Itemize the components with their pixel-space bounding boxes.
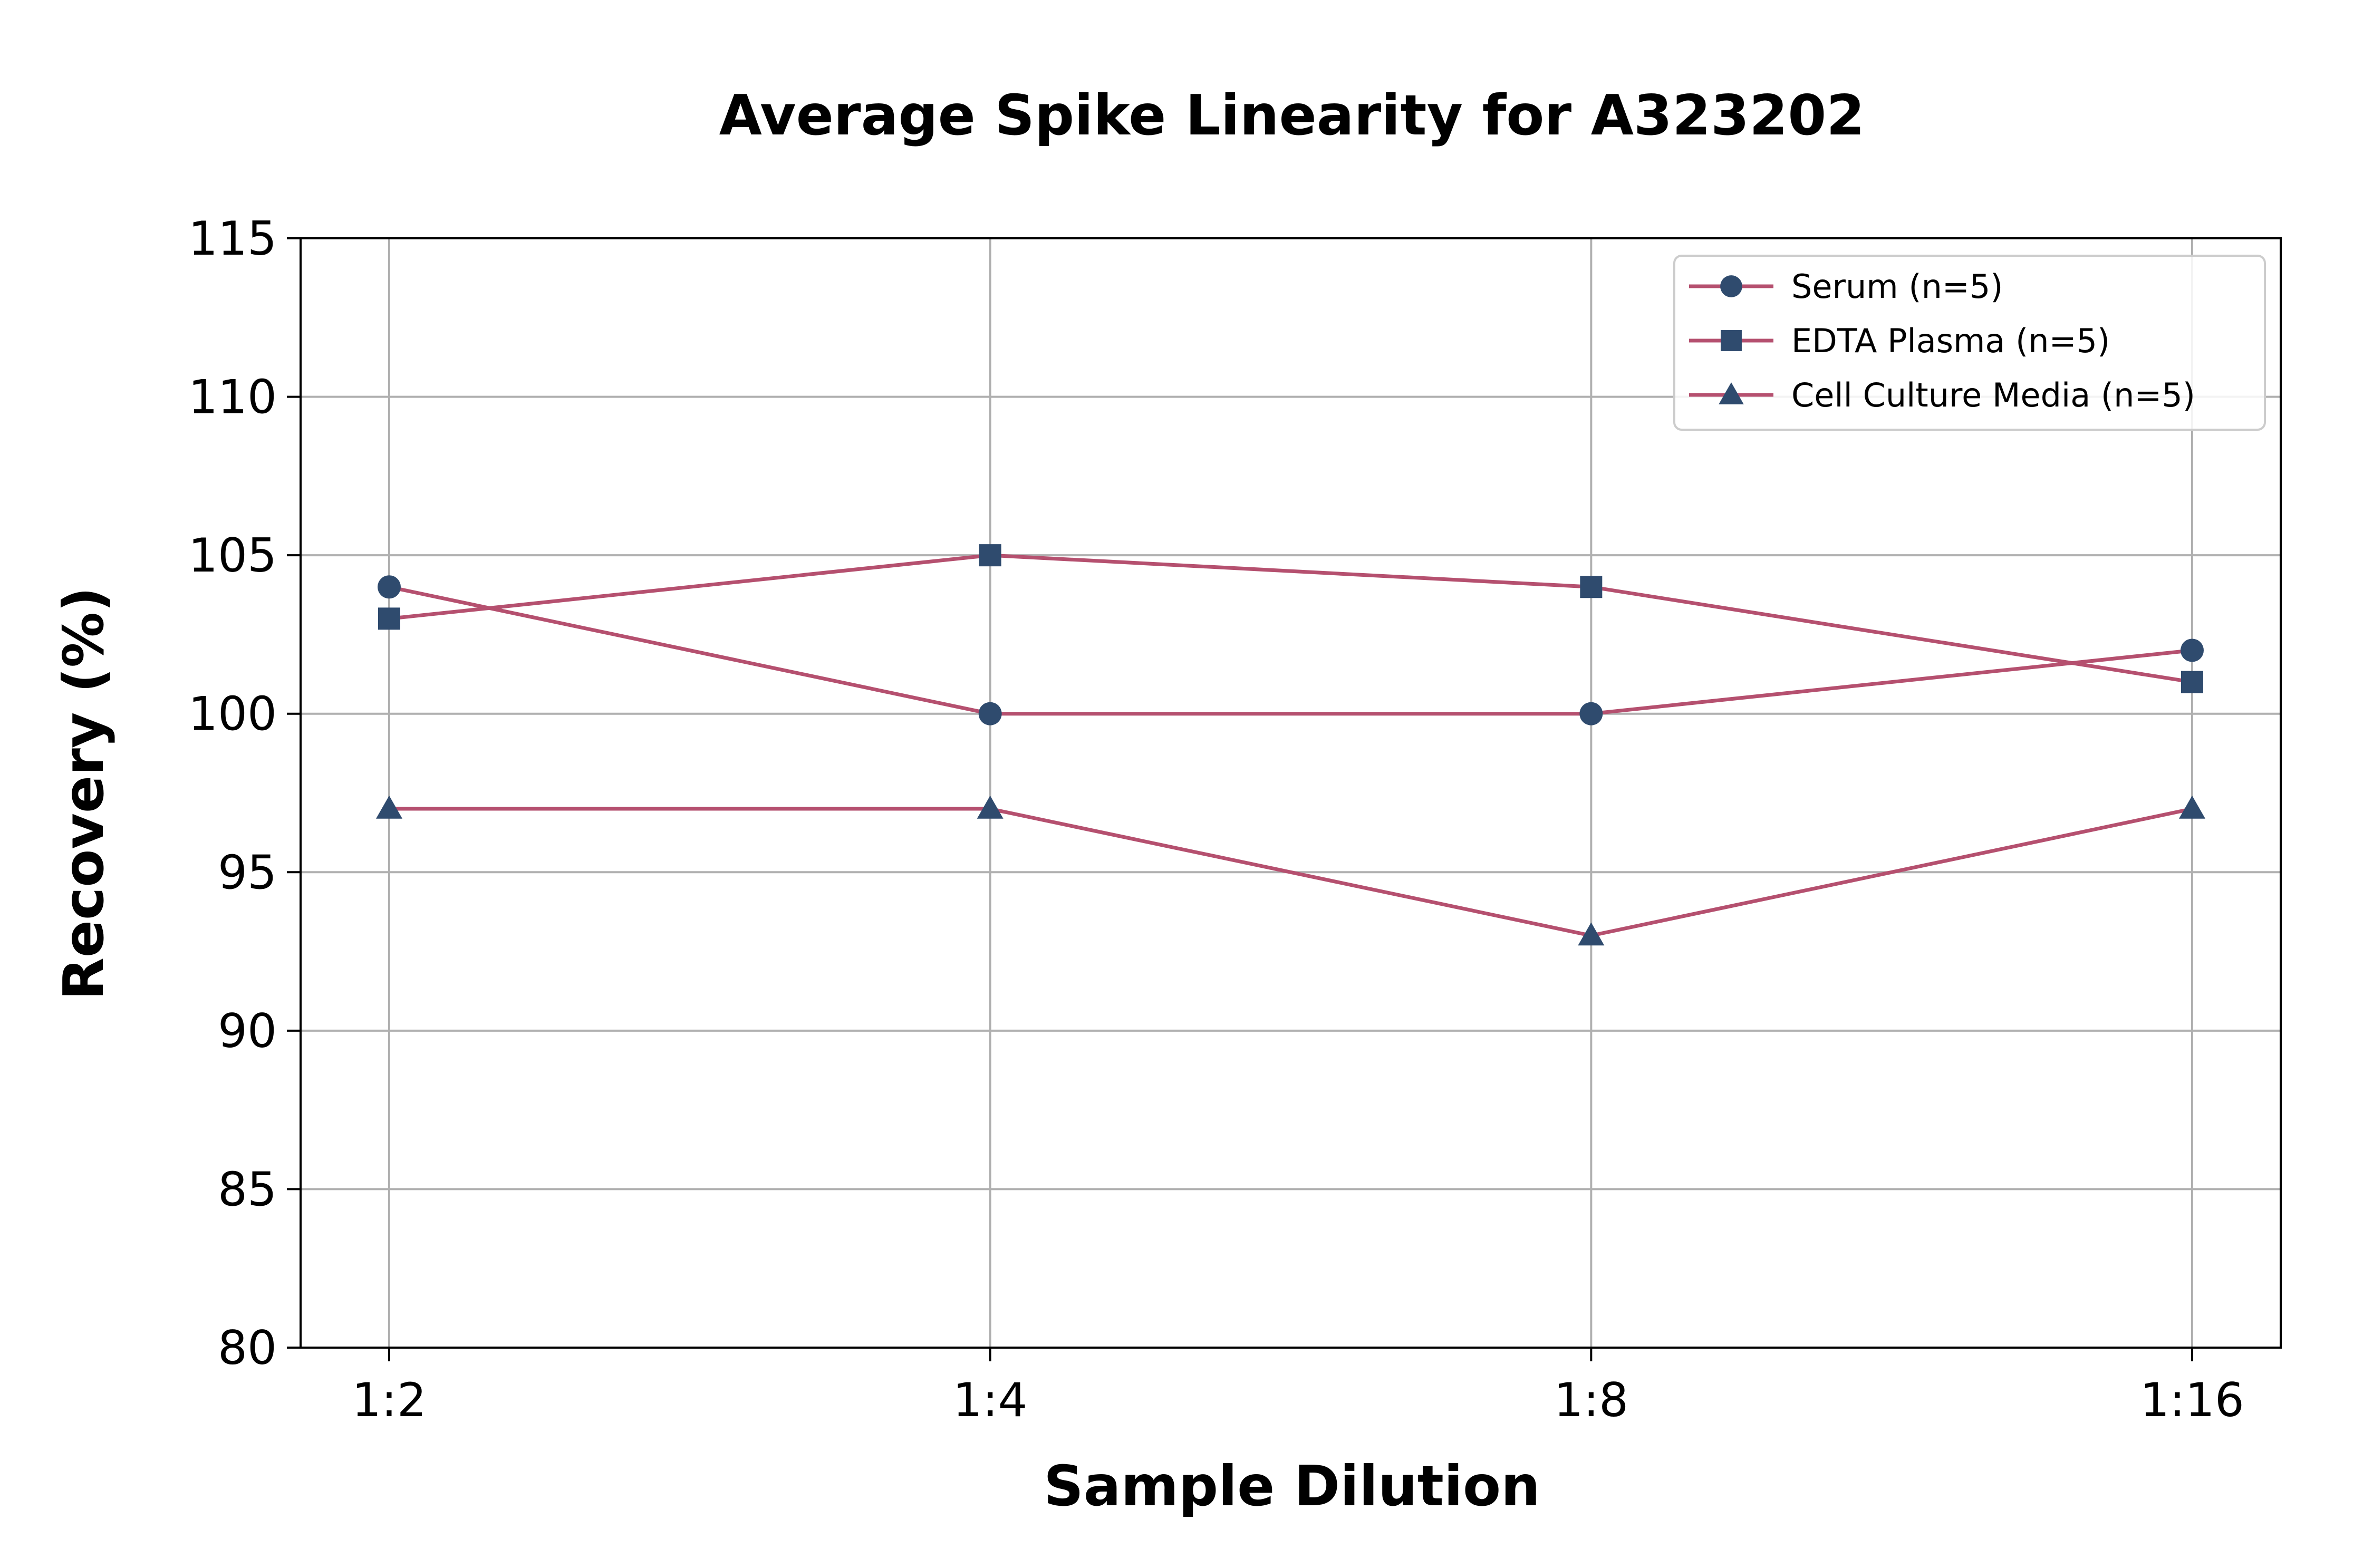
circle-marker xyxy=(978,702,1002,725)
legend-label: EDTA Plasma (n=5) xyxy=(1791,322,2110,360)
y-tick-label: 105 xyxy=(188,528,277,583)
series-line xyxy=(389,553,2193,684)
legend-square-marker xyxy=(1721,330,1742,351)
y-tick-label: 110 xyxy=(188,370,277,424)
square-marker xyxy=(2181,671,2203,693)
data-series xyxy=(376,544,2205,946)
circle-marker xyxy=(2181,638,2204,662)
y-tick-label: 90 xyxy=(218,1004,277,1058)
x-tick-label: 1:8 xyxy=(1554,1373,1629,1427)
plot-frame xyxy=(300,237,2282,1349)
x-tick-label: 1:2 xyxy=(352,1373,427,1427)
triangle-marker xyxy=(2179,796,2205,819)
y-tick-label: 100 xyxy=(188,687,277,741)
legend-label: Serum (n=5) xyxy=(1791,267,2003,306)
square-marker xyxy=(378,607,400,630)
triangle-marker xyxy=(1578,922,1605,946)
y-tick-label: 115 xyxy=(188,211,277,266)
series-line xyxy=(389,807,2193,938)
series-line xyxy=(389,585,2193,716)
legend-triangle-marker xyxy=(1719,382,1744,404)
legend-entry: Serum (n=5) xyxy=(1689,267,2003,306)
square-marker xyxy=(1580,576,1603,598)
y-tick-label: 85 xyxy=(218,1162,277,1216)
series-0 xyxy=(378,575,2204,725)
series-1 xyxy=(378,544,2203,693)
triangle-marker xyxy=(977,796,1004,819)
legend-entry: Cell Culture Media (n=5) xyxy=(1689,376,2195,414)
axes: 80 85 90 95 100 105 110 115 1:2 1:4 1:8 1:16 xyxy=(188,211,2282,1427)
x-axis-title: Sample Dilution xyxy=(1044,1454,1540,1518)
y-tick-label: 95 xyxy=(218,845,277,899)
circle-marker xyxy=(1579,702,1603,725)
y-axis-title: Recovery (%) xyxy=(52,587,116,1000)
y-tick-label: 80 xyxy=(218,1321,277,1375)
legend-entry: EDTA Plasma (n=5) xyxy=(1689,322,2110,360)
legend: Serum (n=5) EDTA Plasma (n=5) Cell Culture… xyxy=(1673,255,2266,431)
legend-label: Cell Culture Media (n=5) xyxy=(1791,376,2195,414)
legend-circle-marker xyxy=(1720,275,1742,297)
square-marker xyxy=(979,544,1001,567)
chart-title: Average Spike Linearity for A323202 xyxy=(719,83,1865,148)
x-tick-label: 1:16 xyxy=(2140,1373,2244,1427)
series-2 xyxy=(376,796,2205,946)
triangle-marker xyxy=(376,796,402,819)
legend-box xyxy=(1673,255,2266,431)
x-tick-label: 1:4 xyxy=(953,1373,1028,1427)
circle-marker xyxy=(378,575,401,599)
